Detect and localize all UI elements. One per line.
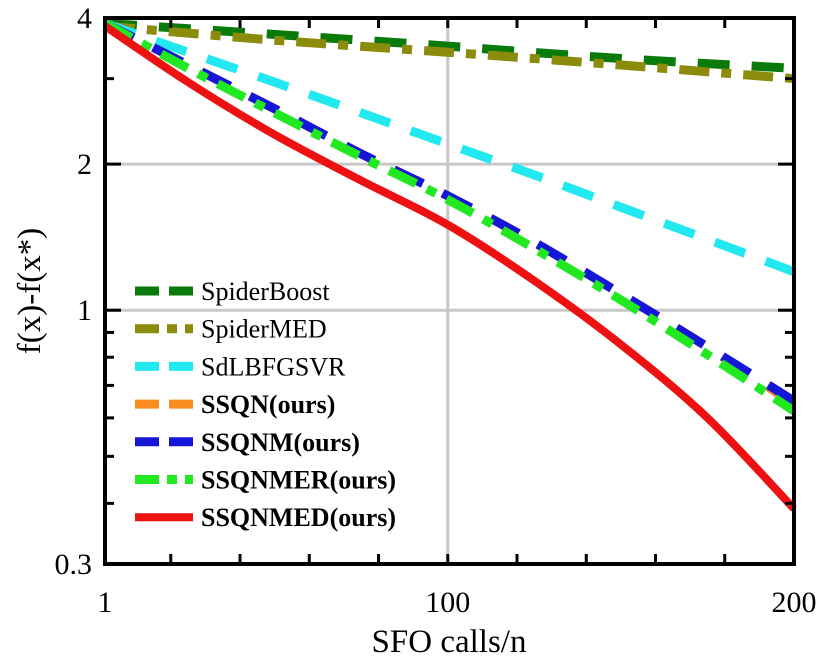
legend-label: SSQNMED(ours) [201, 503, 396, 532]
legend-label: SdLBFGSVR [201, 352, 346, 381]
y-tick-label: 0.3 [55, 548, 93, 581]
plot-area-frame [103, 16, 796, 566]
legend-label: SSQNM(ours) [201, 428, 360, 457]
legend-label: SpiderMED [201, 315, 327, 344]
legend-label: SSQN(ours) [201, 390, 335, 419]
series-line-sdlbfgsvr [103, 19, 796, 276]
y-tick-label: 2 [77, 148, 92, 181]
x-tick-label: 200 [772, 586, 817, 619]
y-axis-title: f(x)-f(x*) [12, 228, 48, 354]
series-line-ssqnmed-ours [102, 22, 797, 512]
x-axis-title: SFO calls/n [372, 624, 527, 660]
series-line-spidermed [104, 21, 795, 84]
y-tick-label: 1 [77, 294, 92, 327]
series-line-spiderboost [104, 18, 795, 73]
series-line-ssqnmer-ours [102, 19, 797, 415]
legend-label: SSQNMER(ours) [201, 466, 396, 495]
legend-label: SpiderBoost [201, 277, 330, 306]
grid [105, 18, 794, 564]
legend: SpiderBoost SpiderMED SdLBFGSVR SSQN(ours) S… [135, 277, 396, 532]
x-tick-label: 100 [425, 586, 470, 619]
x-tick-label: 1 [98, 586, 113, 619]
y-tick-label: 4 [77, 2, 92, 35]
series-lines [102, 18, 797, 512]
